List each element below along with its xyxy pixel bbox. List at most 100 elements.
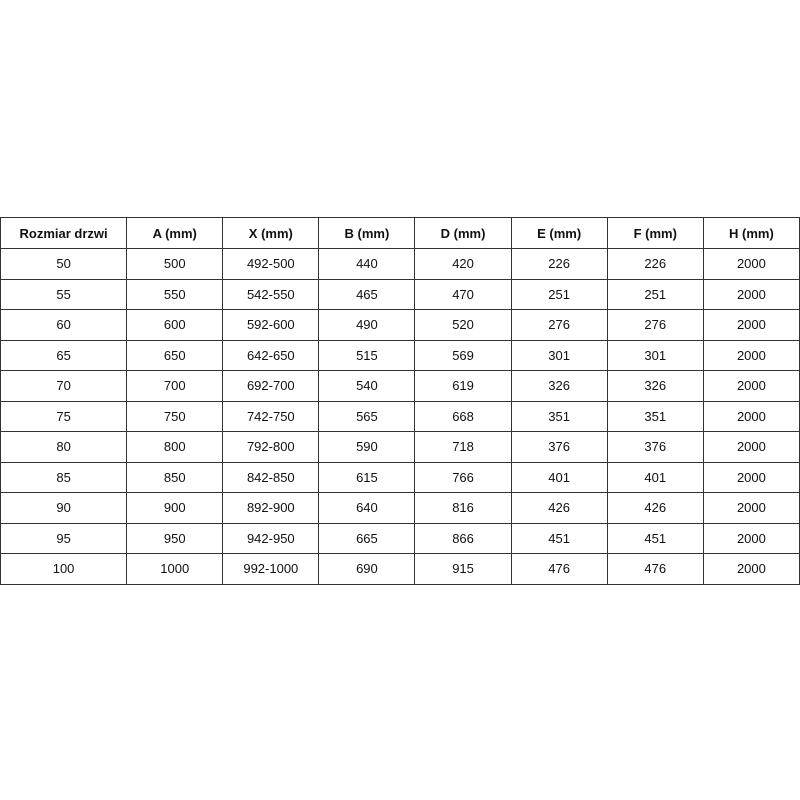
table-row: 95 950 942-950 665 866 451 451 2000 [0, 522, 800, 554]
table-cell: 276 [510, 309, 608, 341]
table-cell: 301 [606, 339, 704, 371]
table-cell: 842-850 [222, 461, 320, 493]
table-row: 50 500 492-500 440 420 226 226 2000 [0, 248, 800, 280]
table-cell: 540 [318, 370, 416, 402]
table-cell: 376 [606, 431, 704, 463]
table-cell: 376 [510, 431, 608, 463]
table-cell: 2000 [702, 492, 800, 524]
table-cell: 426 [606, 492, 704, 524]
table-cell: 2000 [702, 553, 800, 585]
table-cell: 766 [414, 461, 512, 493]
table-row: 65 650 642-650 515 569 301 301 2000 [0, 339, 800, 371]
table-cell: 2000 [702, 309, 800, 341]
table-cell: 2000 [702, 522, 800, 554]
table-cell: 2000 [702, 431, 800, 463]
table-cell: 750 [126, 400, 224, 432]
table-cell: 850 [126, 461, 224, 493]
table-cell: 800 [126, 431, 224, 463]
table-cell: 70 [0, 370, 128, 402]
table-cell: 700 [126, 370, 224, 402]
table-cell: 500 [126, 248, 224, 280]
table-cell: 351 [510, 400, 608, 432]
table-cell: 565 [318, 400, 416, 432]
table-cell: 276 [606, 309, 704, 341]
table-cell: 569 [414, 339, 512, 371]
table-cell: 619 [414, 370, 512, 402]
table-cell: 668 [414, 400, 512, 432]
table-cell: 326 [510, 370, 608, 402]
table-cell: 470 [414, 278, 512, 310]
table-cell: 492-500 [222, 248, 320, 280]
table-cell: 692-700 [222, 370, 320, 402]
table-cell: 226 [606, 248, 704, 280]
table-cell: 650 [126, 339, 224, 371]
table-cell: 942-950 [222, 522, 320, 554]
table-cell: 2000 [702, 370, 800, 402]
table-cell: 401 [606, 461, 704, 493]
table-cell: 490 [318, 309, 416, 341]
column-header: D (mm) [414, 217, 512, 249]
table-cell: 55 [0, 278, 128, 310]
table-cell: 550 [126, 278, 224, 310]
table-cell: 75 [0, 400, 128, 432]
table-cell: 892-900 [222, 492, 320, 524]
table-cell: 90 [0, 492, 128, 524]
table-row: 55 550 542-550 465 470 251 251 2000 [0, 278, 800, 310]
table-cell: 251 [510, 278, 608, 310]
table-row: 85 850 842-850 615 766 401 401 2000 [0, 461, 800, 493]
table-cell: 1000 [126, 553, 224, 585]
table-cell: 426 [510, 492, 608, 524]
table-cell: 2000 [702, 248, 800, 280]
header-row: Rozmiar drzwi A (mm) X (mm) B (mm) D (mm) E (… [0, 217, 800, 249]
table-row: 90 900 892-900 640 816 426 426 2000 [0, 492, 800, 524]
column-header: E (mm) [510, 217, 608, 249]
column-header: B (mm) [318, 217, 416, 249]
table-cell: 326 [606, 370, 704, 402]
dimensions-table: Rozmiar drzwi A (mm) X (mm) B (mm) D (mm) E (… [0, 217, 800, 585]
table-cell: 792-800 [222, 431, 320, 463]
table-cell: 520 [414, 309, 512, 341]
table-cell: 2000 [702, 339, 800, 371]
table-cell: 351 [606, 400, 704, 432]
table-cell: 642-650 [222, 339, 320, 371]
table-cell: 301 [510, 339, 608, 371]
table-cell: 80 [0, 431, 128, 463]
column-header: A (mm) [126, 217, 224, 249]
column-header: F (mm) [606, 217, 704, 249]
table-cell: 2000 [702, 461, 800, 493]
table-cell: 440 [318, 248, 416, 280]
column-header: X (mm) [222, 217, 320, 249]
column-header: Rozmiar drzwi [0, 217, 128, 249]
table-cell: 401 [510, 461, 608, 493]
table-row: 80 800 792-800 590 718 376 376 2000 [0, 431, 800, 463]
table-cell: 100 [0, 553, 128, 585]
table-row: 75 750 742-750 565 668 351 351 2000 [0, 400, 800, 432]
table-cell: 718 [414, 431, 512, 463]
table-cell: 2000 [702, 400, 800, 432]
table-cell: 690 [318, 553, 416, 585]
table-cell: 2000 [702, 278, 800, 310]
table-cell: 592-600 [222, 309, 320, 341]
table-cell: 816 [414, 492, 512, 524]
table-cell: 60 [0, 309, 128, 341]
table-cell: 742-750 [222, 400, 320, 432]
table-cell: 866 [414, 522, 512, 554]
table-row: 60 600 592-600 490 520 276 276 2000 [0, 309, 800, 341]
table-cell: 600 [126, 309, 224, 341]
column-header: H (mm) [702, 217, 800, 249]
table-row: 100 1000 992-1000 690 915 476 476 2000 [0, 553, 800, 585]
table-cell: 640 [318, 492, 416, 524]
table-cell: 420 [414, 248, 512, 280]
table-cell: 65 [0, 339, 128, 371]
table-cell: 590 [318, 431, 416, 463]
table-cell: 451 [510, 522, 608, 554]
table-cell: 451 [606, 522, 704, 554]
table-cell: 915 [414, 553, 512, 585]
table-cell: 85 [0, 461, 128, 493]
table-cell: 542-550 [222, 278, 320, 310]
table-cell: 900 [126, 492, 224, 524]
table-cell: 476 [510, 553, 608, 585]
table-cell: 950 [126, 522, 224, 554]
table-cell: 665 [318, 522, 416, 554]
table-cell: 476 [606, 553, 704, 585]
